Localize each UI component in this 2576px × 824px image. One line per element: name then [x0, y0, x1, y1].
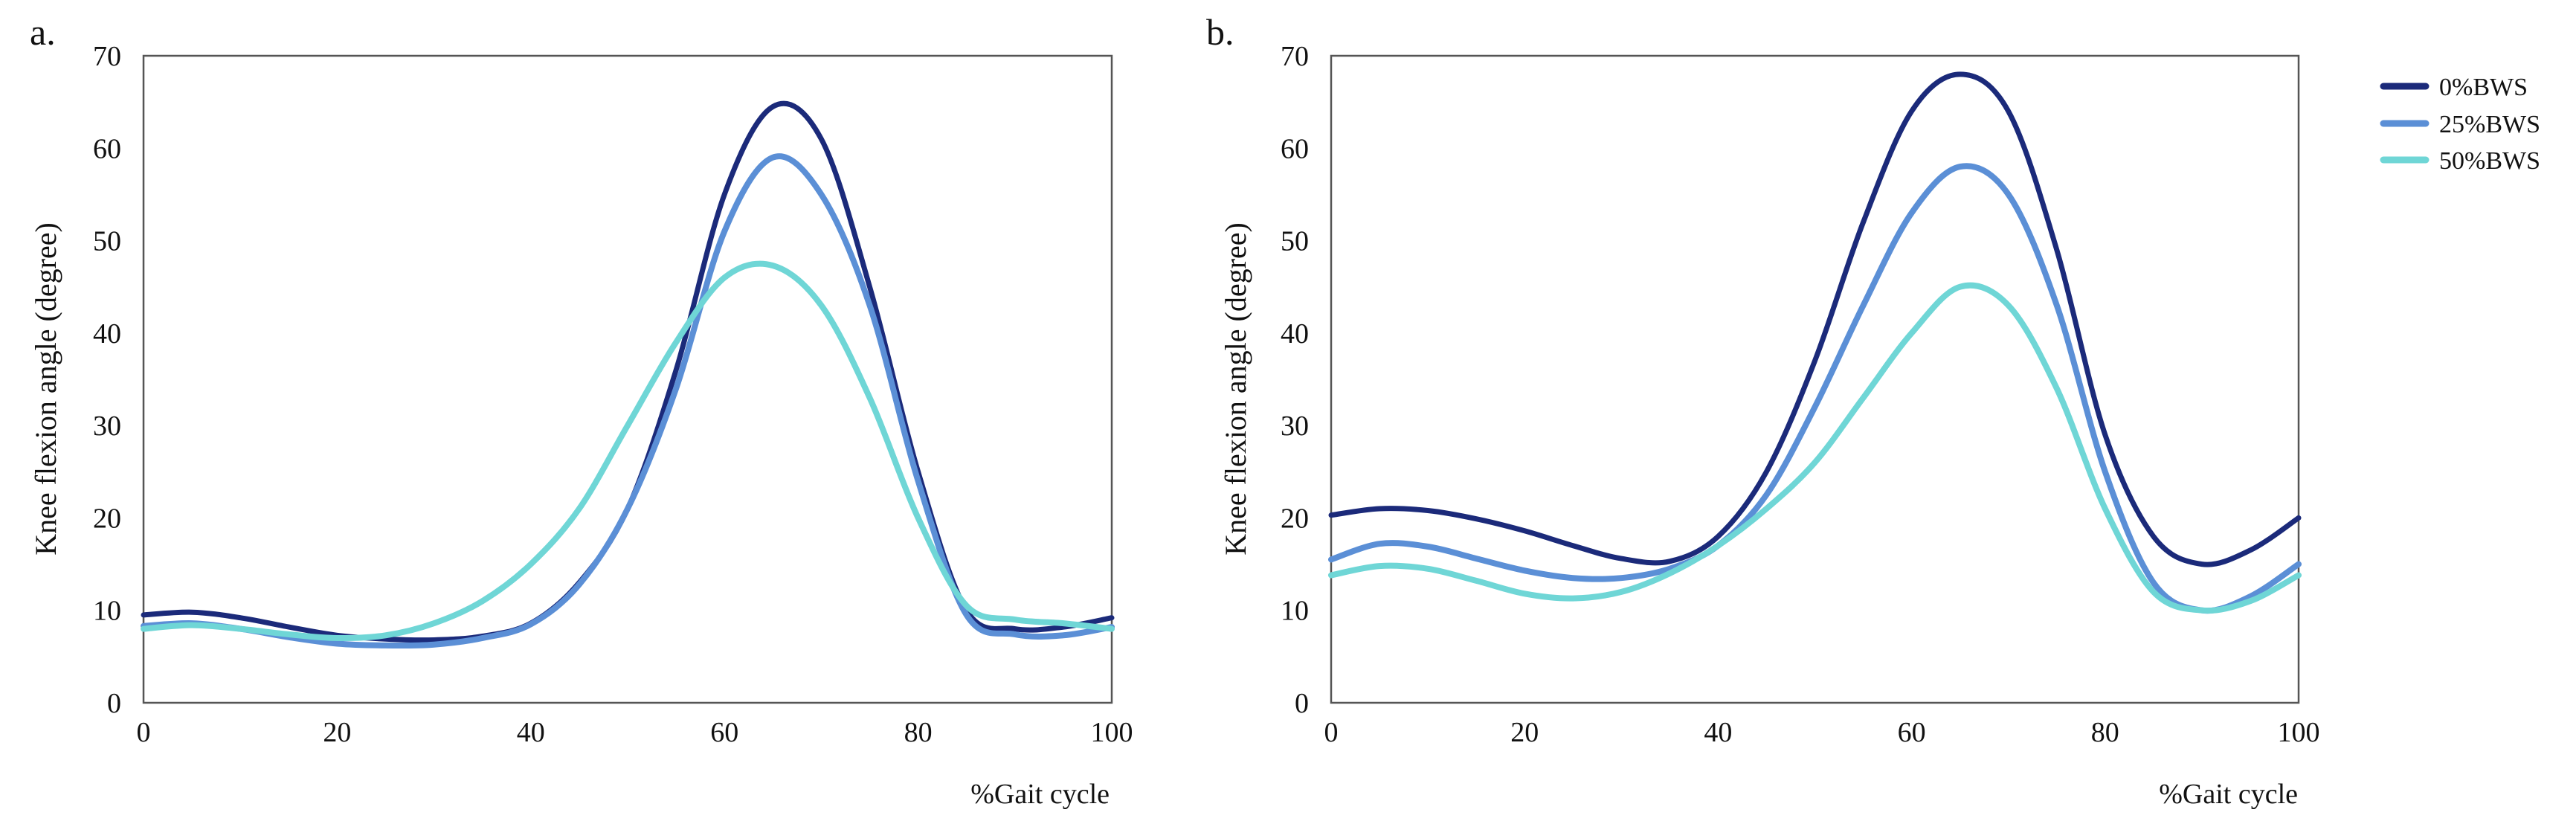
panel-b: b. Knee flexion angle (degree) 0 10 20 30 40…	[1206, 11, 2320, 810]
panel-a: a. Knee flexion angle (degree) 0 10 20 30 40…	[29, 11, 1133, 810]
series-line-50pctbws	[141, 260, 1115, 642]
y-tick-label: 60	[93, 133, 121, 164]
x-tick-label: 100	[1091, 717, 1133, 748]
y-tick-label: 60	[1281, 133, 1309, 164]
legend-label-1: 25%BWS	[2439, 111, 2540, 138]
legend-item-1: 25%BWS	[2380, 111, 2540, 138]
y-tick-label: 50	[93, 226, 121, 257]
x-tick-label: 60	[710, 717, 738, 748]
x-tick-label: 80	[904, 717, 933, 748]
y-tick-label: 0	[107, 688, 121, 719]
panel-b-xlabel: %Gait cycle	[2159, 779, 2298, 810]
series-line-0pctbws	[1328, 71, 2302, 567]
y-tick-label: 70	[93, 41, 121, 72]
x-tick-label: 100	[2278, 717, 2320, 748]
x-tick-label: 60	[1898, 717, 1926, 748]
y-tick-label: 20	[93, 503, 121, 534]
legend-label-2: 50%BWS	[2439, 147, 2540, 175]
x-tick-label: 40	[517, 717, 545, 748]
series-line-25pctbws	[141, 153, 1115, 649]
y-tick-label: 30	[1281, 411, 1309, 442]
y-tick-label: 20	[1281, 503, 1309, 534]
series-line-50pctbws	[1328, 282, 2302, 614]
panel-b-label: b.	[1206, 11, 1234, 53]
series-line-25pctbws	[1328, 163, 2302, 614]
legend-label-0: 0%BWS	[2439, 74, 2528, 101]
panel-b-ylabel: Knee flexion angle (degree)	[1219, 222, 1252, 556]
panel-b-y-ticks: 0 10 20 30 40 50 60 70	[1281, 41, 1309, 719]
panel-b-frame	[1330, 54, 2300, 704]
panel-b-x-ticks: 0 20 40 60 80 100	[1324, 717, 2320, 748]
y-tick-label: 70	[1281, 41, 1309, 72]
y-tick-label: 10	[93, 596, 121, 627]
panel-a-series	[141, 100, 1115, 649]
panel-a-frame	[142, 54, 1113, 704]
y-tick-label: 40	[93, 318, 121, 350]
panel-a-x-ticks: 0 20 40 60 80 100	[137, 717, 1133, 748]
y-tick-label: 30	[93, 411, 121, 442]
x-tick-label: 20	[323, 717, 351, 748]
x-tick-label: 40	[1704, 717, 1732, 748]
y-tick-label: 0	[1295, 688, 1309, 719]
panel-a-xlabel: %Gait cycle	[970, 779, 1110, 810]
panel-b-series	[1328, 71, 2302, 614]
y-tick-label: 40	[1281, 318, 1309, 350]
y-tick-label: 50	[1281, 226, 1309, 257]
y-tick-label: 10	[1281, 596, 1309, 627]
x-tick-label: 0	[1324, 717, 1339, 748]
x-tick-label: 0	[137, 717, 151, 748]
legend-item-2: 50%BWS	[2380, 147, 2540, 175]
panel-a-label: a.	[30, 11, 56, 53]
series-line-0pctbws	[141, 100, 1115, 643]
x-tick-label: 80	[2091, 717, 2119, 748]
x-tick-label: 20	[1510, 717, 1539, 748]
panel-a-ylabel: Knee flexion angle (degree)	[29, 222, 62, 556]
legend-item-0: 0%BWS	[2380, 74, 2528, 101]
legend: 0%BWS 25%BWS 50%BWS	[2380, 74, 2540, 175]
panel-a-y-ticks: 0 10 20 30 40 50 60 70	[93, 41, 121, 719]
